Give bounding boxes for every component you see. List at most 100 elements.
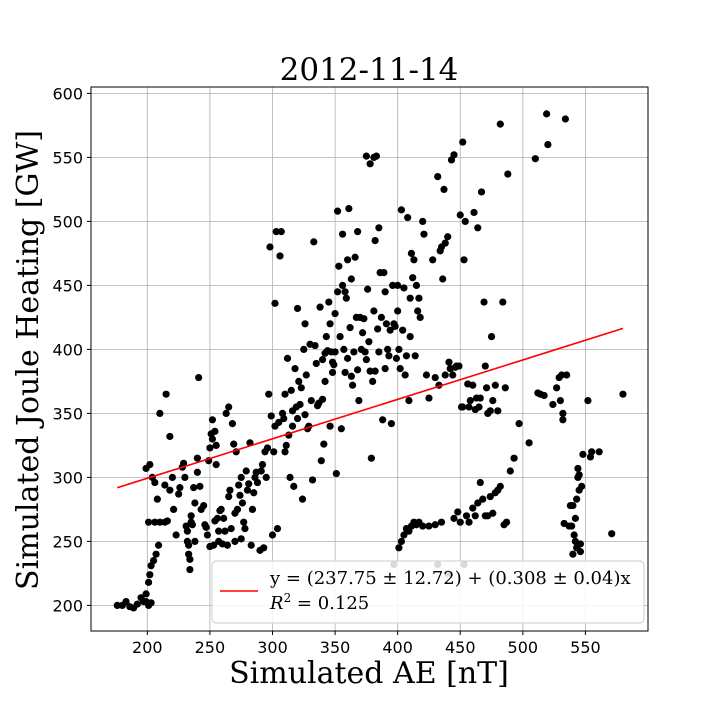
data-point: [172, 531, 180, 539]
data-point: [245, 480, 253, 488]
data-point: [330, 361, 338, 369]
data-point: [181, 473, 189, 481]
data-point: [489, 509, 497, 517]
data-point: [450, 151, 458, 159]
data-point: [439, 275, 447, 283]
data-point: [496, 482, 504, 490]
data-point: [595, 448, 603, 456]
data-point: [231, 537, 239, 546]
data-point: [454, 508, 462, 516]
data-point: [175, 490, 183, 498]
y-tick-label: 300: [52, 468, 83, 487]
data-point: [341, 288, 349, 296]
data-point: [316, 303, 324, 311]
data-point: [361, 348, 369, 356]
data-point: [346, 324, 354, 332]
data-point: [414, 307, 422, 315]
data-point: [347, 372, 355, 380]
data-point: [293, 414, 302, 423]
data-point: [371, 367, 379, 375]
data-point: [293, 304, 302, 313]
data-point: [399, 326, 407, 334]
data-point: [298, 495, 307, 503]
data-point: [579, 450, 587, 458]
data-point: [385, 352, 393, 360]
data-point: [563, 371, 571, 379]
data-point: [351, 253, 359, 261]
data-point: [183, 527, 191, 535]
data-point: [282, 441, 290, 449]
data-point: [312, 359, 320, 368]
data-point: [186, 555, 194, 563]
data-point: [391, 322, 399, 330]
x-tick-label: 550: [570, 638, 601, 657]
data-point: [156, 409, 164, 417]
data-point: [281, 390, 289, 398]
data-point: [462, 512, 471, 520]
data-point: [456, 211, 464, 219]
data-point: [149, 557, 158, 565]
data-point: [156, 518, 164, 526]
data-point: [476, 394, 484, 402]
data-point: [415, 294, 423, 302]
data-point: [506, 467, 514, 475]
data-point: [387, 420, 396, 428]
data-point: [332, 469, 340, 478]
y-tick-label: 400: [52, 340, 83, 359]
data-point: [163, 517, 171, 525]
data-point: [320, 440, 328, 448]
data-point: [525, 439, 533, 447]
data-point: [584, 397, 592, 405]
data-point: [343, 256, 352, 264]
data-point: [223, 541, 232, 549]
data-point: [441, 371, 449, 379]
data-point: [400, 531, 408, 539]
data-point: [553, 384, 561, 392]
data-point: [220, 514, 228, 522]
data-point: [372, 152, 380, 160]
data-point: [341, 368, 349, 377]
data-point: [144, 518, 153, 526]
x-tick-label: 250: [195, 638, 226, 657]
data-point: [465, 403, 473, 411]
data-point: [311, 341, 319, 350]
data-point: [491, 381, 499, 389]
x-tick-label: 400: [382, 638, 413, 657]
data-point: [338, 281, 347, 289]
data-point: [317, 457, 325, 465]
data-point: [221, 527, 229, 535]
data-point: [477, 188, 486, 196]
data-point: [395, 544, 403, 552]
data-point: [287, 386, 295, 394]
data-point: [326, 422, 334, 430]
data-point: [253, 478, 262, 487]
data-point: [404, 213, 412, 222]
data-point: [481, 362, 489, 370]
y-tick-label: 600: [52, 84, 83, 103]
data-point: [241, 525, 249, 533]
data-point: [471, 512, 479, 520]
data-point: [168, 473, 176, 481]
data-point: [333, 207, 342, 215]
data-point: [384, 345, 392, 353]
data-point: [166, 432, 174, 441]
data-point: [225, 403, 233, 411]
data-point: [144, 578, 153, 586]
data-point: [193, 468, 201, 476]
y-axis-ticks: 200 250 300 350 400 450 500 550 600: [52, 84, 91, 615]
legend-fit-equation: y = (237.75 ± 12.72) + (0.308 ± 0.04)x: [269, 568, 631, 589]
data-point: [480, 298, 488, 306]
data-point: [571, 514, 580, 522]
data-point: [375, 348, 383, 356]
data-point: [301, 320, 309, 328]
data-point: [381, 288, 389, 296]
data-point: [349, 381, 357, 389]
data-point: [558, 371, 566, 379]
data-point: [318, 395, 327, 403]
data-point: [405, 397, 413, 405]
data-point: [301, 411, 309, 419]
data-point: [425, 394, 433, 402]
data-point: [337, 425, 345, 433]
data-point: [247, 541, 255, 549]
